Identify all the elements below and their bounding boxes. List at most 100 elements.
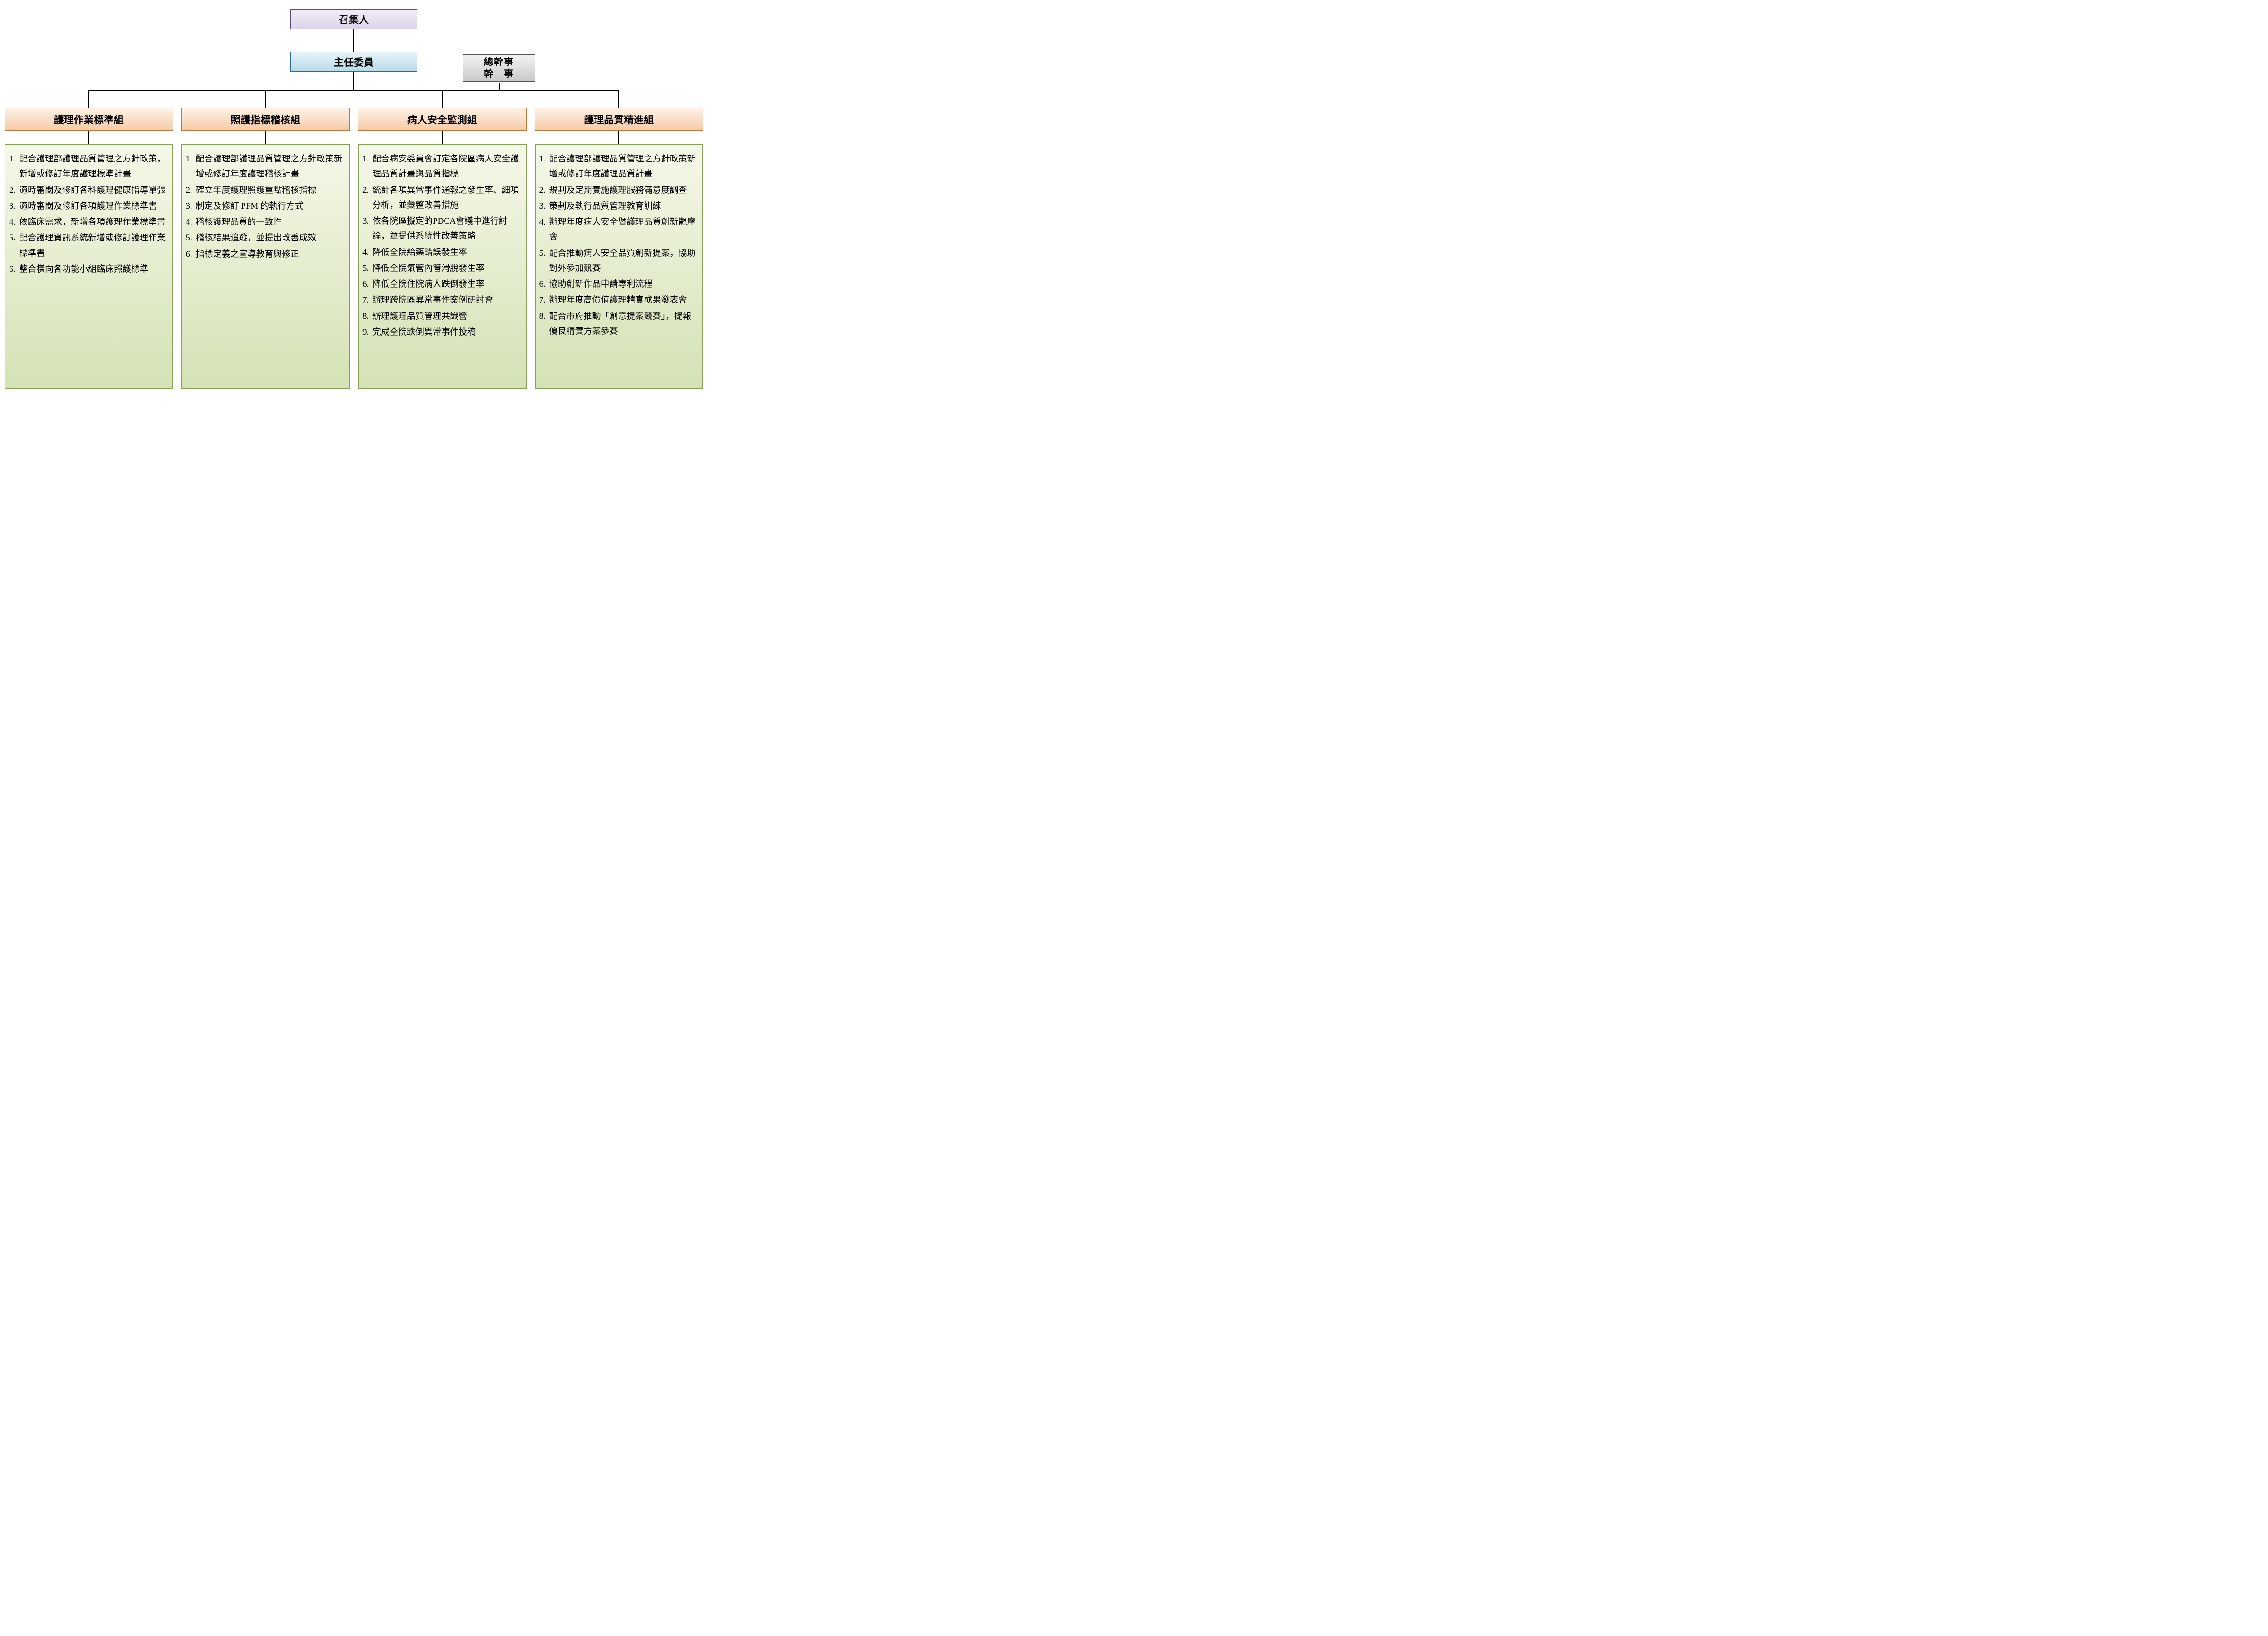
item-text: 降低全院給藥錯誤發生率 [372, 245, 520, 260]
item-number: 5. [9, 230, 19, 261]
detail-item: 5.配合推動病人安全品質創新提案，協助對外參加競賽 [539, 246, 697, 276]
item-number: 4. [186, 215, 196, 230]
group-title: 護理作業標準組 [54, 112, 124, 127]
connector-row-2 [5, 72, 703, 90]
item-number: 5. [539, 246, 549, 276]
detail-item: 1.配合護理部護理品質管理之方針政策新增或修訂年度護理品質計畫 [539, 151, 697, 182]
item-number: 2. [539, 183, 549, 198]
detail-item: 1.配合病安委員會訂定各院區病人安全護理品質計畫與品質指標 [362, 151, 520, 182]
detail-item: 4.稽核護理品質的一致性 [186, 215, 344, 230]
connector-stub [358, 131, 527, 144]
group-header: 護理作業標準組 [5, 108, 173, 131]
item-number: 1. [186, 151, 196, 182]
item-text: 辦理跨院區異常事件案例研討會 [372, 293, 520, 308]
convener-label: 召集人 [339, 12, 369, 26]
item-text: 指標定義之宣導教育與修正 [196, 247, 344, 262]
item-number: 1. [9, 151, 19, 182]
item-text: 辦理年度高價值護理精實成果發表會 [549, 293, 697, 308]
connector-stub [5, 131, 173, 144]
item-number: 3. [186, 199, 196, 214]
connector-stub [535, 131, 704, 144]
item-text: 確立年度護理照護重點稽核指標 [196, 183, 344, 198]
item-number: 6. [186, 247, 196, 262]
item-number: 3. [362, 214, 372, 244]
detail-item: 2.適時審閱及修訂各科護理健康指導單張 [9, 183, 167, 198]
item-number: 9. [362, 325, 372, 340]
group-column: 照護指標稽核組 1.配合護理部護理品質管理之方針政策新增或修訂年度護理稽核計畫2.… [181, 108, 350, 389]
item-text: 配合護理資訊系統新增或修訂護理作業標準書 [19, 230, 167, 261]
item-text: 規劃及定期實施護理服務滿意度調查 [549, 183, 697, 198]
detail-item: 6.指標定義之宣導教育與修正 [186, 247, 344, 262]
group-title: 護理品質精進組 [584, 112, 654, 127]
item-text: 配合推動病人安全品質創新提案，協助對外參加競賽 [549, 246, 697, 276]
item-text: 辦理年度病人安全暨護理品質創新觀摩會 [549, 215, 697, 245]
group-detail: 1.配合護理部護理品質管理之方針政策新增或修訂年度護理品質計畫2.規劃及定期實施… [535, 144, 704, 389]
item-text: 降低全院氣管內管滑脫發生率 [372, 261, 520, 276]
group-title: 病人安全監測組 [407, 112, 477, 127]
group-header: 病人安全監測組 [358, 108, 527, 131]
item-text: 配合市府推動「創意提案競賽」，提報優良精實方案參賽 [549, 309, 697, 339]
detail-item: 7.辦理跨院區異常事件案例研討會 [362, 293, 520, 308]
group-header: 護理品質精進組 [535, 108, 704, 131]
item-number: 6. [539, 277, 549, 292]
item-number: 2. [362, 183, 372, 213]
item-text: 策劃及執行品質管理教育訓練 [549, 199, 697, 214]
item-number: 4. [362, 245, 372, 260]
convener-node: 召集人 [290, 9, 417, 29]
detail-item: 8.辦理護理品質管理共識營 [362, 309, 520, 324]
chairman-label: 主任委員 [334, 54, 374, 69]
item-text: 整合橫向各功能小組臨床照護標準 [19, 262, 167, 277]
detail-item: 7.辦理年度高價值護理精實成果發表會 [539, 293, 697, 308]
item-text: 配合護理部護理品質管理之方針政策新增或修訂年度護理品質計畫 [549, 151, 697, 182]
item-number: 7. [539, 293, 549, 308]
item-text: 統計各項異常事件通報之發生率、細項分析，並彙整改善措施 [372, 183, 520, 213]
detail-item: 2.確立年度護理照護重點稽核指標 [186, 183, 344, 198]
detail-item: 4.依臨床需求，新增各項護理作業標準書 [9, 215, 167, 230]
item-text: 完成全院跌倒異常事件投稿 [372, 325, 520, 340]
group-columns: 護理作業標準組1.配合護理部護理品質管理之方針政策，新增或修訂年度護理標準計畫2… [5, 108, 703, 389]
item-number: 2. [186, 183, 196, 198]
item-number: 3. [9, 199, 19, 214]
group-detail: 1.配合護理部護理品質管理之方針政策新增或修訂年度護理稽核計畫2.確立年度護理照… [181, 144, 350, 389]
group-detail: 1.配合病安委員會訂定各院區病人安全護理品質計畫與品質指標2.統計各項異常事件通… [358, 144, 527, 389]
secretary-line1: 總幹事 [484, 56, 514, 68]
item-text: 適時審閱及修訂各項護理作業標準書 [19, 199, 167, 214]
item-text: 配合病安委員會訂定各院區病人安全護理品質計畫與品質指標 [372, 151, 520, 182]
detail-item: 2.統計各項異常事件通報之發生率、細項分析，並彙整改善措施 [362, 183, 520, 213]
chairman-node: 主任委員 [290, 52, 417, 72]
item-text: 制定及修訂 PFM 的執行方式 [196, 199, 344, 214]
item-text: 降低全院住院病人跌倒發生率 [372, 277, 520, 292]
item-number: 5. [186, 230, 196, 245]
group-column: 護理品質精進組 1.配合護理部護理品質管理之方針政策新增或修訂年度護理品質計畫2.… [535, 108, 704, 389]
item-number: 1. [539, 151, 549, 182]
item-text: 稽核護理品質的一致性 [196, 215, 344, 230]
detail-item: 2.規劃及定期實施護理服務滿意度調查 [539, 183, 697, 198]
item-text: 配合護理部護理品質管理之方針政策新增或修訂年度護理稽核計畫 [196, 151, 344, 182]
detail-item: 3.制定及修訂 PFM 的執行方式 [186, 199, 344, 214]
detail-item: 1.配合護理部護理品質管理之方針政策，新增或修訂年度護理標準計畫 [9, 151, 167, 182]
detail-item: 4.降低全院給藥錯誤發生率 [362, 245, 520, 260]
connector-stub [181, 131, 350, 144]
detail-item: 3.依各院區擬定的PDCA會議中進行討論，並提供系統性改善策略 [362, 214, 520, 244]
item-number: 5. [362, 261, 372, 276]
detail-item: 5.降低全院氣管內管滑脫發生率 [362, 261, 520, 276]
group-header: 照護指標稽核組 [181, 108, 350, 131]
item-number: 4. [9, 215, 19, 230]
item-text: 配合護理部護理品質管理之方針政策，新增或修訂年度護理標準計畫 [19, 151, 167, 182]
connector-row-1 [5, 29, 703, 52]
detail-item: 6.降低全院住院病人跌倒發生率 [362, 277, 520, 292]
item-number: 1. [362, 151, 372, 182]
detail-item: 9.完成全院跌倒異常事件投稿 [362, 325, 520, 340]
detail-item: 8.配合市府推動「創意提案競賽」，提報優良精實方案參賽 [539, 309, 697, 339]
item-number: 3. [539, 199, 549, 214]
item-number: 4. [539, 215, 549, 245]
org-chart: 召集人 主任委員 總幹事 幹 事 護理作業標準組1.配合護理部護理品質管理之方針… [5, 9, 703, 389]
group-detail: 1.配合護理部護理品質管理之方針政策，新增或修訂年度護理標準計畫2.適時審閱及修… [5, 144, 173, 389]
item-number: 7. [362, 293, 372, 308]
item-number: 2. [9, 183, 19, 198]
detail-item: 6.協助創新作品申請專利流程 [539, 277, 697, 292]
item-text: 適時審閱及修訂各科護理健康指導單張 [19, 183, 167, 198]
group-title: 照護指標稽核組 [230, 112, 300, 127]
detail-item: 3.適時審閱及修訂各項護理作業標準書 [9, 199, 167, 214]
detail-item: 6.整合橫向各功能小組臨床照護標準 [9, 262, 167, 277]
